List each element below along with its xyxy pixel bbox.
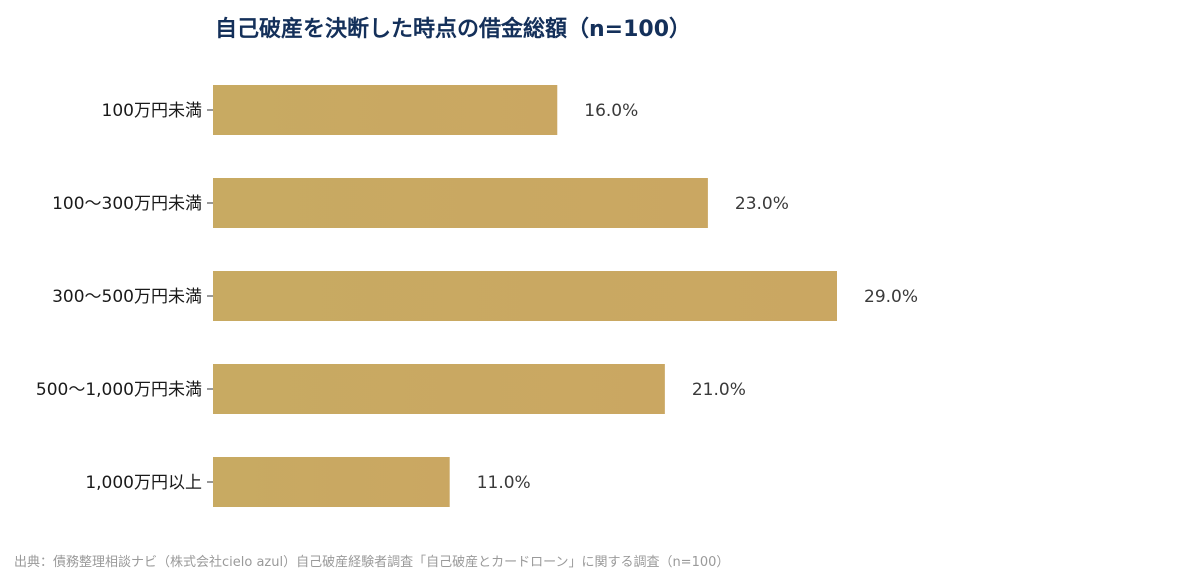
category-label: 100万円未満 [102,101,202,121]
bars-group: 100万円未満 16.0% 100〜300万円未満 23.0% 300〜500万円未満 2… [36,85,918,507]
category-label: 500〜1,000万円未満 [36,380,202,400]
value-label: 21.0% [692,380,746,400]
bar [213,457,450,507]
value-label: 23.0% [735,194,789,214]
bar [213,364,665,414]
source-note: 出典：債務整理相談ナビ（株式会社cielo azul）自己破産経験者調査「自己破… [14,554,729,570]
category-label: 1,000万円以上 [85,473,202,493]
bar [213,178,708,228]
value-label: 11.0% [477,473,531,493]
bar [213,271,837,321]
value-label: 29.0% [864,287,918,307]
category-label: 100〜300万円未満 [52,194,202,214]
bar [213,85,558,135]
value-label: 16.0% [584,101,638,121]
chart-title: 自己破産を決断した時点の借金総額（n=100） [215,16,691,42]
category-label: 300〜500万円未満 [52,287,202,307]
